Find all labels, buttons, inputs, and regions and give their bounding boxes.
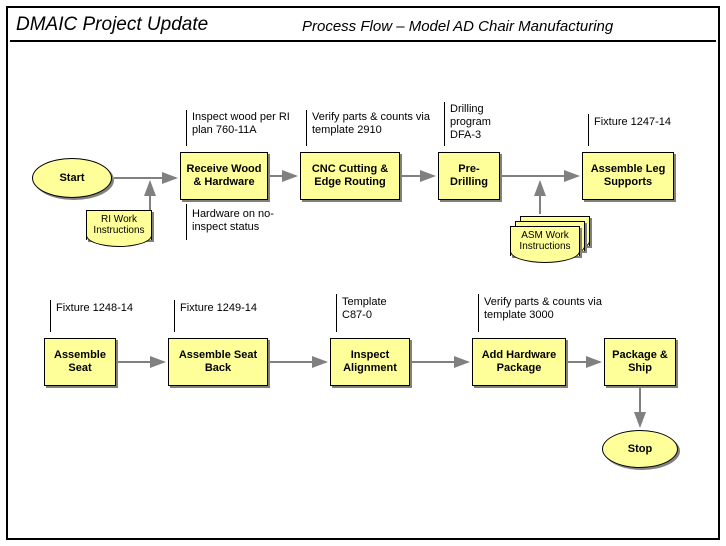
doc-asm-instructions: ASM Work Instructions [510,216,592,260]
node-label: Pre-Drilling [443,163,495,188]
note-tick [50,300,51,332]
note-receive-top: Inspect wood per RI plan 760-11A [192,111,304,137]
note-predrill: Drilling program DFA‑3 [450,103,520,143]
node-label: Stop [628,443,652,455]
note-hardware: Verify parts & counts via template 3000 [484,296,614,322]
node-legs: Assemble Leg Supports [582,152,674,200]
node-seatback: Assemble Seat Back [168,338,268,386]
node-label: CNC Cutting & Edge Routing [305,163,395,188]
note-receive-bot: Hardware on no-inspect status [192,208,292,234]
node-receive: Receive Wood & Hardware [180,152,268,200]
node-label: Assemble Leg Supports [587,163,669,188]
node-seat: Assemble Seat [44,338,116,386]
node-stop: Stop [602,430,678,468]
doc-ri-instructions: RI Work Instructions [86,210,152,244]
note-tick [336,294,337,332]
page-title-right: Process Flow – Model AD Chair Manufactur… [302,18,613,35]
title-underline [10,40,716,42]
note-tick [186,204,187,240]
note-tick [478,294,479,332]
note-tick [588,114,589,146]
doc-label: RI Work Instructions [90,214,148,236]
note-tick [186,110,187,146]
note-legs: Fixture 1247‑14 [594,116,694,129]
doc-label: ASM Work Instructions [514,230,576,252]
node-inspect: Inspect Alignment [330,338,410,386]
node-label: Assemble Seat [49,349,111,374]
note-tick [444,102,445,146]
node-predrill: Pre-Drilling [438,152,500,200]
note-inspect: Template C87‑0 [342,296,412,322]
note-tick [306,110,307,146]
node-cnc: CNC Cutting & Edge Routing [300,152,400,200]
node-hardware: Add Hardware Package [472,338,566,386]
node-label: Inspect Alignment [335,349,405,374]
note-seat: Fixture 1248‑14 [56,302,156,315]
note-tick [174,300,175,332]
node-label: Add Hardware Package [477,349,561,374]
node-start: Start [32,158,112,198]
note-seatback: Fixture 1249‑14 [180,302,280,315]
node-ship: Package & Ship [604,338,676,386]
node-label: Assemble Seat Back [173,349,263,374]
note-cnc: Verify parts & counts via template 2910 [312,111,438,137]
node-label: Start [59,172,84,184]
node-label: Package & Ship [609,349,671,374]
node-label: Receive Wood & Hardware [185,163,263,188]
page-title-left: DMAIC Project Update [16,14,208,36]
